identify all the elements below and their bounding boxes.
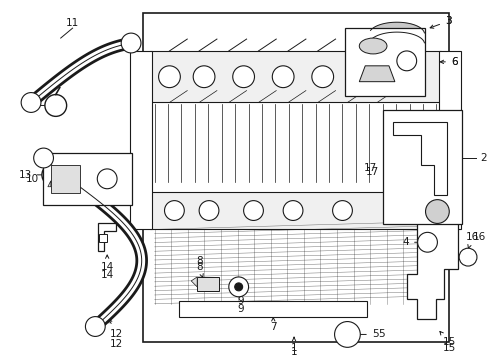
- Text: 5: 5: [350, 329, 378, 339]
- Polygon shape: [191, 277, 197, 287]
- Circle shape: [232, 66, 254, 87]
- Circle shape: [228, 277, 248, 297]
- Circle shape: [458, 248, 476, 266]
- Polygon shape: [359, 66, 394, 82]
- Text: 17: 17: [365, 167, 393, 183]
- Bar: [99, 234, 107, 242]
- Text: 9: 9: [237, 304, 244, 314]
- Text: 3: 3: [444, 16, 451, 26]
- Circle shape: [283, 201, 303, 220]
- Text: 6: 6: [450, 57, 457, 67]
- Circle shape: [45, 95, 66, 116]
- Bar: [345, 28, 424, 95]
- Text: 4: 4: [402, 237, 423, 247]
- Circle shape: [85, 316, 105, 337]
- Circle shape: [417, 232, 436, 252]
- Text: 15: 15: [442, 343, 455, 353]
- Polygon shape: [406, 217, 457, 319]
- Text: 5: 5: [377, 329, 384, 339]
- Text: 9: 9: [237, 290, 244, 306]
- Circle shape: [97, 169, 117, 189]
- Polygon shape: [48, 181, 51, 187]
- Text: 3: 3: [429, 16, 451, 28]
- Text: 1: 1: [290, 347, 297, 357]
- Text: 10: 10: [26, 174, 39, 184]
- Bar: [149, 192, 441, 229]
- Bar: [439, 51, 460, 229]
- Circle shape: [34, 148, 53, 168]
- Text: 11: 11: [66, 18, 79, 28]
- Text: 14: 14: [101, 255, 114, 272]
- Circle shape: [332, 201, 352, 220]
- Bar: [142, 13, 448, 342]
- Circle shape: [243, 201, 263, 220]
- Circle shape: [164, 201, 184, 220]
- Text: 17: 17: [363, 163, 376, 173]
- Text: 4: 4: [381, 56, 402, 66]
- Circle shape: [396, 51, 416, 71]
- Text: 12: 12: [110, 339, 123, 348]
- Circle shape: [158, 66, 180, 87]
- Text: 7: 7: [269, 318, 276, 332]
- Bar: [149, 51, 441, 103]
- Bar: [382, 111, 461, 224]
- Text: 8: 8: [195, 256, 202, 266]
- Text: 13: 13: [19, 170, 49, 180]
- Text: 1: 1: [290, 337, 297, 353]
- Text: 12: 12: [108, 319, 123, 339]
- Circle shape: [234, 283, 242, 291]
- Circle shape: [193, 66, 215, 87]
- Text: 2: 2: [480, 153, 486, 163]
- Text: 15: 15: [439, 332, 455, 347]
- Bar: [51, 165, 81, 193]
- Circle shape: [21, 93, 41, 112]
- Text: 16: 16: [465, 232, 478, 248]
- Ellipse shape: [359, 38, 386, 54]
- Circle shape: [400, 66, 422, 87]
- Text: 8: 8: [195, 262, 203, 278]
- Text: 14: 14: [101, 270, 114, 280]
- Text: 13: 13: [21, 100, 52, 111]
- Circle shape: [121, 33, 141, 53]
- Circle shape: [334, 321, 360, 347]
- Bar: [130, 51, 151, 229]
- Circle shape: [199, 201, 219, 220]
- Circle shape: [311, 66, 333, 87]
- Text: 6: 6: [439, 57, 457, 67]
- Circle shape: [42, 164, 63, 186]
- Circle shape: [272, 66, 293, 87]
- Bar: [43, 153, 132, 204]
- Bar: [197, 277, 219, 291]
- Circle shape: [425, 200, 448, 224]
- Bar: [179, 301, 366, 316]
- Text: 16: 16: [472, 232, 486, 242]
- Circle shape: [361, 66, 382, 87]
